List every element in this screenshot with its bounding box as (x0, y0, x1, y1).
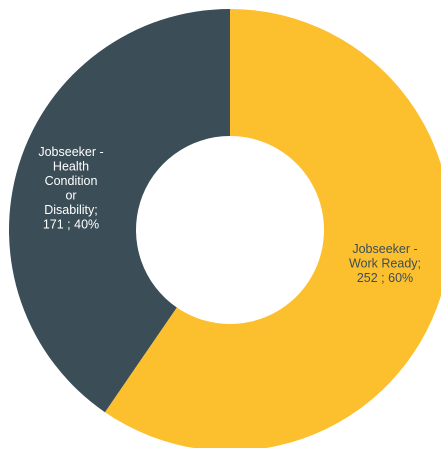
slice-label-1-line-3: 252 ; 60% (357, 271, 413, 285)
donut-slice-2 (8, 9, 231, 413)
slice-label-2-line-2: Health (53, 160, 89, 174)
slice-label-1: Jobseeker -Work Ready; 252 ; 60% (349, 242, 421, 285)
slice-label-2-line-5: Disability; (44, 203, 98, 217)
slice-label-2-line-1: Jobseeker - (38, 145, 103, 159)
slice-label-2-line-6: 171 ; 40% (43, 218, 99, 232)
donut-slice-1 (104, 9, 441, 451)
slice-label-2: Jobseeker -Health Condition or Disability; 1… (38, 145, 103, 232)
slice-label-1-line-1: Jobseeker - (352, 242, 417, 256)
slice-label-2-line-3: Condition (45, 174, 98, 188)
slice-label-2-line-4: or (65, 189, 76, 203)
slice-label-1-line-2: Work Ready; (349, 256, 421, 270)
